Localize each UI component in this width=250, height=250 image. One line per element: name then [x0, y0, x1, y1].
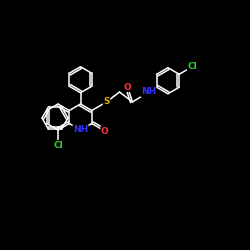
- Text: NH: NH: [73, 126, 88, 134]
- Text: O: O: [101, 126, 109, 136]
- Text: Cl: Cl: [187, 62, 197, 71]
- Text: S: S: [103, 98, 110, 106]
- Text: NH: NH: [141, 88, 156, 96]
- Text: Cl: Cl: [53, 140, 63, 149]
- Text: O: O: [124, 82, 131, 92]
